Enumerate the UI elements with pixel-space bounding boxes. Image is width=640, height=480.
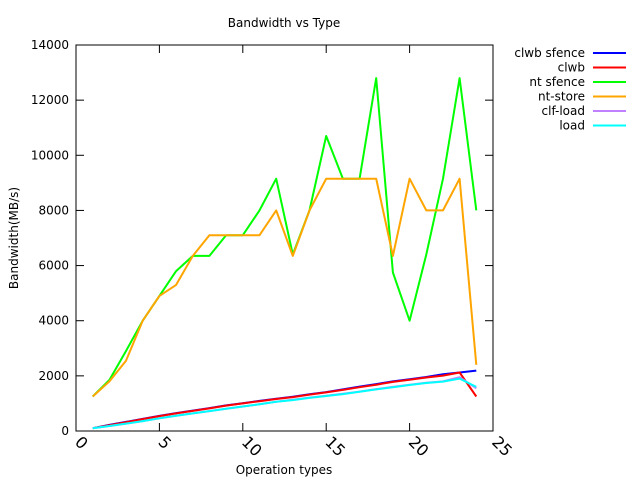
x-tick-label: 20 xyxy=(405,432,433,460)
y-tick-label: 12000 xyxy=(31,93,69,107)
series-lines xyxy=(91,77,478,430)
series-line-nt-store xyxy=(92,177,478,398)
x-tick-label: 10 xyxy=(238,432,266,460)
legend-label: clwb sfence xyxy=(514,46,585,60)
y-tick-label: 4000 xyxy=(38,314,69,328)
legend-label: load xyxy=(559,119,585,133)
y-axis-label: Bandwidth(MB/s) xyxy=(7,187,21,289)
series-line-load xyxy=(92,377,477,430)
legend-label: nt sfence xyxy=(529,75,585,89)
series-line-nt-sfence xyxy=(91,77,478,398)
x-axis-label: Operation types xyxy=(236,463,333,477)
plot-frame xyxy=(75,44,494,432)
legend-label: clf-load xyxy=(542,104,585,118)
legend-label: clwb xyxy=(558,61,585,75)
y-tick-label: 2000 xyxy=(38,369,69,383)
legend-label: nt-store xyxy=(538,90,585,104)
x-tick-label: 25 xyxy=(488,432,516,460)
y-tick-label: 10000 xyxy=(31,148,69,162)
y-tick-label: 0 xyxy=(61,424,69,438)
plot-border xyxy=(75,44,494,432)
chart-title: Bandwidth vs Type xyxy=(228,16,340,30)
y-axis-ticks: 0 2000 4000 6000 8000 10000 12000 14000 xyxy=(31,38,493,438)
x-tick-label: 15 xyxy=(321,432,349,460)
x-tick-label: 0 xyxy=(71,432,92,453)
x-tick-label: 5 xyxy=(155,432,176,453)
series-line-clwb xyxy=(92,371,478,430)
y-tick-label: 8000 xyxy=(38,203,69,217)
y-tick-label: 14000 xyxy=(31,38,69,52)
y-tick-label: 6000 xyxy=(38,259,69,273)
